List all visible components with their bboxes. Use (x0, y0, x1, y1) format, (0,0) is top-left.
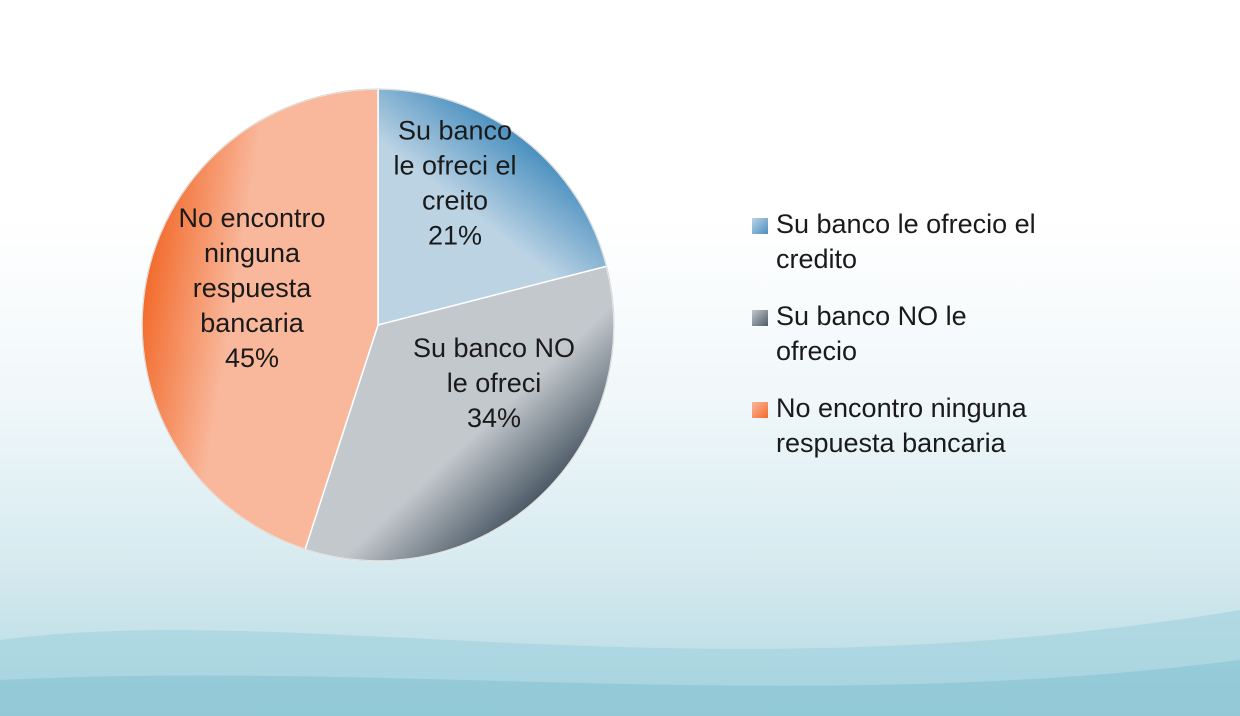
pie-outline (141, 88, 615, 562)
slice-label: le ofreci el (393, 151, 516, 181)
pie-labels: Su banco le ofreci el creito 21% Su banco NO… (178, 116, 575, 434)
slice-label: respuesta (193, 273, 313, 303)
slice-label: No encontro (178, 203, 325, 233)
legend-swatch (752, 218, 768, 234)
legend: Su banco le ofrecio el credito Su banco NO… (752, 209, 1036, 458)
slice-value-label: 34% (467, 403, 521, 433)
legend-label: respuesta bancaria (776, 428, 1007, 458)
slice-label: le ofreci (447, 368, 542, 398)
legend-label: credito (776, 244, 857, 274)
legend-swatch (752, 402, 768, 418)
slice-label: Su banco NO (413, 333, 575, 363)
slice-label: Su banco (398, 116, 512, 146)
slice-label: creito (422, 186, 488, 216)
pie-slices (141, 88, 615, 562)
legend-label: Su banco le ofrecio el (776, 209, 1036, 239)
slice-label: ninguna (204, 238, 301, 268)
legend-swatch (752, 310, 768, 326)
legend-label: ofrecio (776, 336, 857, 366)
slice-value-label: 21% (428, 221, 482, 251)
legend-label: Su banco NO le (776, 301, 967, 331)
slice-label: bancaria (200, 308, 305, 338)
slice-value-label: 45% (225, 343, 279, 373)
legend-label: No encontro ninguna (776, 393, 1028, 423)
background-wave (0, 660, 1240, 716)
